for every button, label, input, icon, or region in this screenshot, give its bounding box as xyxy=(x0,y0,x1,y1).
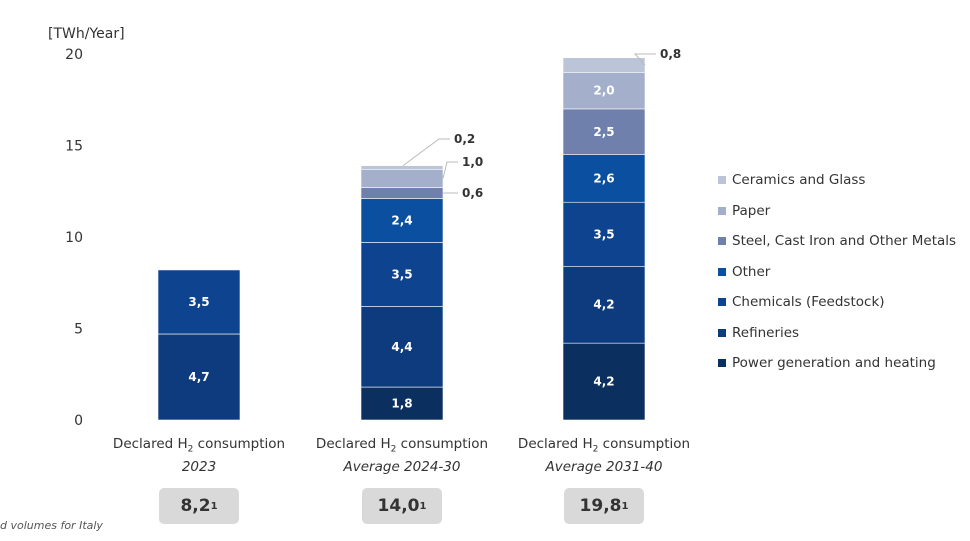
data-label: 3,5 xyxy=(391,268,412,282)
total-badge: 8,2 1 xyxy=(159,488,239,524)
legend-swatch xyxy=(718,267,726,276)
legend-swatch xyxy=(718,328,726,337)
data-label: 3,5 xyxy=(188,295,209,309)
legend-swatch xyxy=(718,237,726,246)
legend-label: Steel, Cast Iron and Other Metals xyxy=(732,233,957,250)
legend-item: Refineries xyxy=(718,318,956,349)
legend-swatch xyxy=(718,359,726,368)
legend-swatch xyxy=(718,298,726,307)
legend-label: Paper xyxy=(732,202,771,219)
bar-segment xyxy=(562,342,646,421)
bar-segment xyxy=(360,165,444,170)
legend-label: Other xyxy=(732,263,771,280)
bar-segment xyxy=(360,198,444,243)
y-tick-label: 0 xyxy=(74,413,83,429)
leader-line xyxy=(633,53,656,66)
footnote: d volumes for Italy xyxy=(0,519,103,532)
legend-item: Power generation and heating xyxy=(718,348,956,379)
data-label: 2,5 xyxy=(593,125,614,139)
bar-segment xyxy=(360,242,444,307)
y-tick-label: 20 xyxy=(65,47,83,63)
legend-label: Ceramics and Glass xyxy=(732,172,866,189)
bar-segment xyxy=(360,168,444,188)
leader-line xyxy=(442,161,458,179)
legend-swatch xyxy=(718,206,726,215)
bar-segment xyxy=(562,108,646,155)
legend-label: Refineries xyxy=(732,324,800,341)
y-tick-label: 5 xyxy=(74,322,83,338)
bar-segment xyxy=(562,57,646,73)
total-badge: 19,8 1 xyxy=(564,488,644,524)
category-label: Declared H2 consumption Average 2031-40 xyxy=(517,436,691,475)
outside-data-label: 0,2 xyxy=(454,132,475,146)
outside-data-label: 0,6 xyxy=(462,186,483,200)
outside-data-label: 1,0 xyxy=(462,155,483,169)
total-badge: 14,0 1 xyxy=(362,488,442,524)
data-label: 4,7 xyxy=(188,370,209,384)
legend-item: Ceramics and Glass xyxy=(718,165,956,196)
bar-segment xyxy=(562,201,646,267)
data-label: 1,8 xyxy=(391,397,412,411)
legend: Ceramics and Glass Paper Steel, Cast Iron … xyxy=(718,165,956,379)
data-label: 2,6 xyxy=(593,171,614,185)
data-label: 2,0 xyxy=(593,84,614,98)
legend-item: Steel, Cast Iron and Other Metals xyxy=(718,226,956,257)
legend-swatch xyxy=(718,176,726,185)
bar-segment xyxy=(157,269,241,335)
y-tick-label: 15 xyxy=(65,139,83,155)
bar-segment xyxy=(562,154,646,203)
bar-segment xyxy=(360,306,444,388)
outside-data-label: 0,8 xyxy=(660,47,681,61)
bar-segment xyxy=(360,386,444,421)
bar-segment xyxy=(360,187,444,199)
legend-item: Paper xyxy=(718,196,956,227)
y-tick-label: 10 xyxy=(65,230,83,246)
data-label: 4,4 xyxy=(391,340,412,354)
legend-label: Chemicals (Feedstock) xyxy=(732,294,885,311)
data-label: 4,2 xyxy=(593,298,614,312)
data-label: 2,4 xyxy=(391,214,412,228)
legend-item: Chemicals (Feedstock) xyxy=(718,287,956,318)
leader-line xyxy=(402,138,450,167)
bar-segment xyxy=(562,265,646,344)
legend-item: Other xyxy=(718,257,956,288)
category-label: Declared H2 consumption Average 2024-30 xyxy=(315,436,489,475)
data-label: 3,5 xyxy=(593,227,614,241)
data-label: 4,2 xyxy=(593,375,614,389)
legend-label: Power generation and heating xyxy=(732,355,936,372)
category-label: Declared H2 consumption 2023 xyxy=(112,436,286,475)
y-axis-label: [TWh/Year] xyxy=(48,26,125,42)
